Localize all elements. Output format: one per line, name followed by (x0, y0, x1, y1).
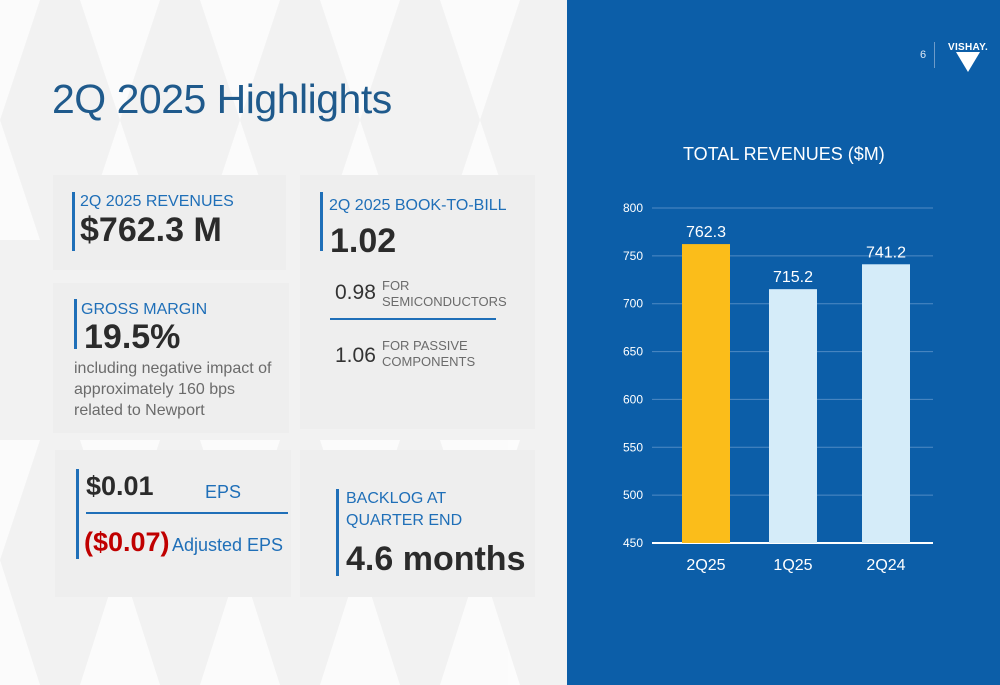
data-label: 715.2 (773, 269, 813, 286)
eps-divider (86, 512, 288, 514)
bar-2q24 (862, 264, 910, 543)
page-number: 6 (920, 49, 927, 61)
bar-1q25 (769, 289, 817, 543)
passive-components-book-to-bill-value: 1.06 (335, 344, 376, 367)
logo-separator (934, 42, 935, 68)
gross-margin-note-line-3: related to Newport (74, 402, 205, 419)
book-to-bill-value: 1.02 (330, 222, 397, 260)
eps-accent-bar (76, 469, 79, 559)
backlog-value: 4.6 months (346, 540, 526, 578)
page-title: 2Q 2025 Highlights (52, 76, 392, 122)
backlog-label-line-2: QUARTER END (346, 512, 463, 529)
semiconductors-book-to-bill-value: 0.98 (335, 281, 376, 304)
revenue-bar-chart: 450 500 550 600 650 700 750 800 762.3 2Q25 715.2 1Q… (623, 201, 933, 574)
eps-card (55, 450, 291, 597)
book-to-bill-label: 2Q 2025 BOOK-TO-BILL (329, 197, 507, 214)
vishay-triangle-logo-icon (956, 52, 980, 72)
revenues-value: $762.3 M (80, 211, 222, 249)
gross-margin-note-line-2: approximately 160 bps (74, 381, 235, 398)
y-tick-label: 750 (623, 249, 643, 263)
y-tick-label: 700 (623, 297, 643, 311)
y-tick-label: 800 (623, 201, 643, 215)
gross-margin-label: GROSS MARGIN (81, 301, 208, 318)
chart-title: TOTAL REVENUES ($M) (683, 144, 885, 164)
y-tick-label: 600 (623, 392, 643, 406)
revenues-accent-bar (72, 192, 75, 251)
gross-margin-value: 19.5% (84, 318, 181, 356)
gross-margin-note-line-1: including negative impact of (74, 360, 272, 377)
book-to-bill-divider (330, 318, 496, 320)
backlog-label-line-1: BACKLOG AT (346, 490, 447, 507)
revenues-label: 2Q 2025 REVENUES (80, 193, 234, 210)
eps-label: EPS (205, 482, 242, 502)
y-tick-label: 450 (623, 536, 643, 550)
semiconductors-label-line-2: SEMICONDUCTORS (382, 294, 507, 309)
bar-2q25 (682, 244, 730, 543)
book-to-bill-accent-bar (320, 192, 323, 251)
y-tick-label: 500 (623, 488, 643, 502)
data-label: 741.2 (866, 244, 906, 261)
eps-value: $0.01 (86, 471, 154, 501)
x-tick-label: 1Q25 (773, 557, 812, 574)
backlog-accent-bar (336, 489, 339, 576)
logo-text: VISHAY. (948, 42, 989, 53)
y-tick-label: 650 (623, 345, 643, 359)
gross-margin-accent-bar (74, 299, 77, 349)
adjusted-eps-label: Adjusted EPS (172, 535, 284, 555)
x-tick-label: 2Q24 (866, 557, 905, 574)
x-tick-label: 2Q25 (686, 557, 725, 574)
passive-components-label-line-1: FOR PASSIVE (382, 338, 468, 353)
data-label: 762.3 (686, 224, 726, 241)
adjusted-eps-value: ($0.07) (84, 527, 170, 557)
backlog-card (300, 450, 535, 597)
passive-components-label-line-2: COMPONENTS (382, 354, 476, 369)
book-to-bill-card (300, 175, 535, 429)
gross-margin-card (53, 283, 289, 433)
semiconductors-label-line-1: FOR (382, 278, 410, 293)
revenues-card (53, 175, 286, 270)
y-tick-label: 550 (623, 440, 643, 454)
